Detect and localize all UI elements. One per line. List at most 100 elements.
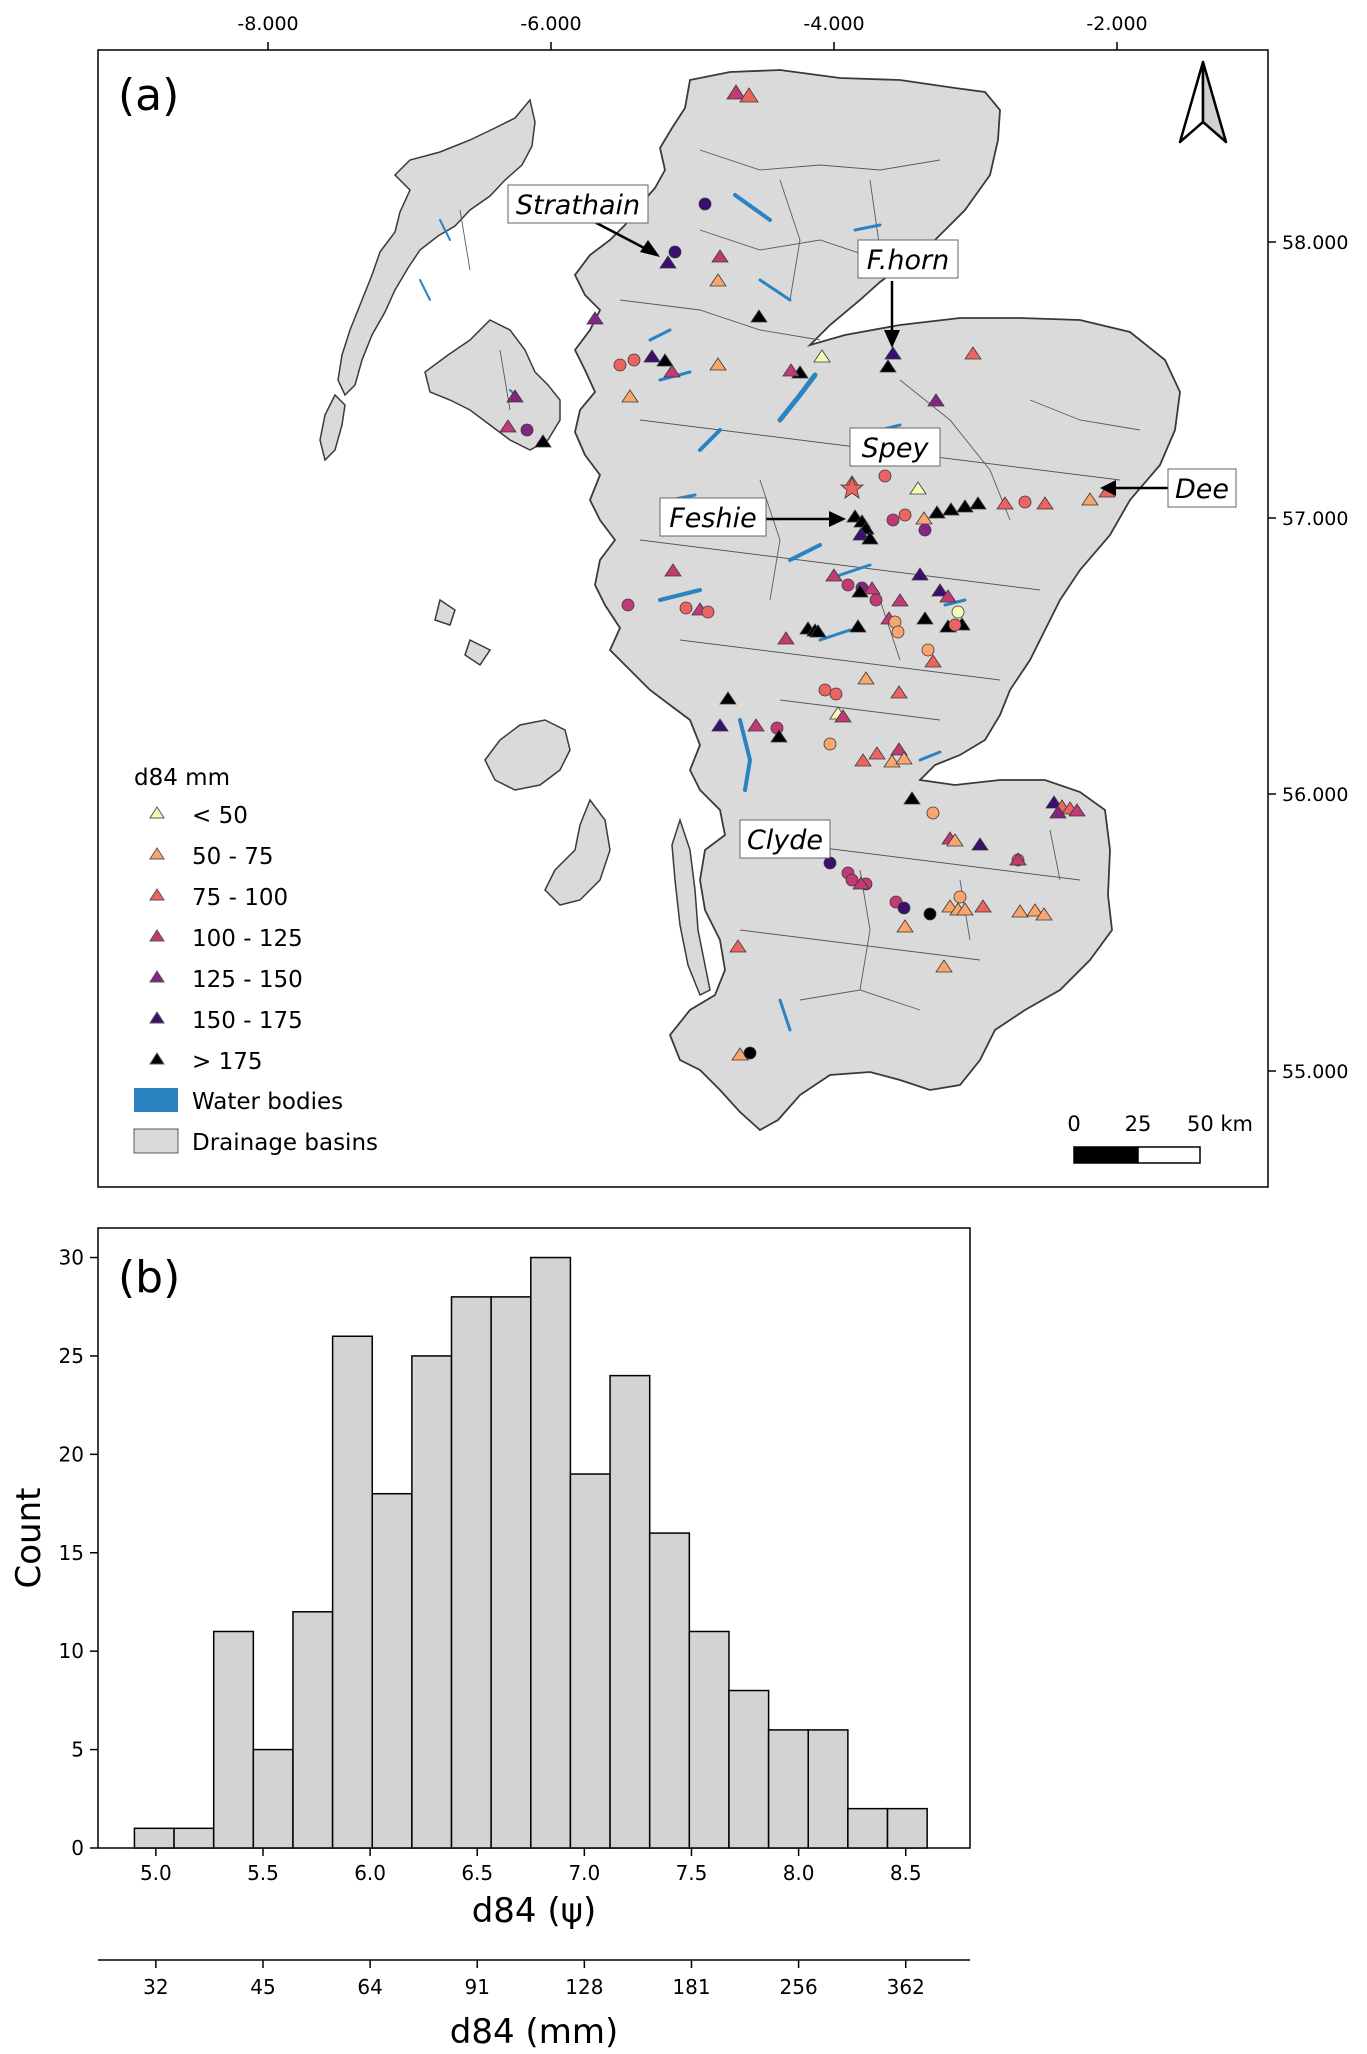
scale-bar: 0 25 50 km — [1067, 1112, 1253, 1164]
callout-box-clyde — [739, 819, 831, 859]
site-triangle — [1081, 492, 1099, 506]
site-circle — [869, 593, 883, 607]
site-triangle — [1068, 803, 1086, 817]
histogram-bar — [847, 1807, 889, 1849]
y-tick-label: 5 — [71, 1738, 84, 1762]
callout-fhorn: F.horn — [867, 245, 949, 276]
north-arrow — [1178, 60, 1228, 144]
lat-tick-label: 55.000 — [1282, 1061, 1348, 1083]
site-triangle — [924, 654, 942, 668]
callout-strathain: Strathain — [516, 190, 640, 221]
site-triangle — [643, 349, 661, 363]
histogram-bar — [609, 1374, 651, 1849]
site-triangle — [911, 567, 929, 581]
y-tick-label: 25 — [59, 1344, 84, 1368]
site-triangle — [1036, 496, 1054, 510]
histogram-bar — [252, 1748, 294, 1849]
site-triangle — [747, 718, 765, 732]
site-triangle — [851, 584, 869, 598]
site-triangle — [964, 346, 982, 360]
site-triangle — [942, 502, 960, 516]
site-triangle — [726, 84, 746, 100]
callout-box-fhorn — [857, 239, 959, 279]
site-circle — [818, 683, 832, 697]
site-triangle — [1045, 795, 1063, 809]
water-bodies — [419, 193, 967, 1032]
y-tick-label: 20 — [59, 1442, 84, 1466]
histogram-bar — [490, 1296, 532, 1849]
mm-tick-label: 32 — [143, 1975, 168, 1999]
site-triangle — [1026, 903, 1044, 917]
legend-marker — [149, 806, 165, 819]
callout-arrowheads — [640, 240, 1116, 527]
lon-tick-label: -4.000 — [803, 13, 864, 35]
skye-landmass — [424, 319, 561, 451]
panel-b-label: (b) — [118, 1252, 180, 1303]
site-triangle — [931, 583, 949, 597]
site-triangle — [656, 353, 674, 367]
site-triangle — [854, 753, 872, 767]
site-triangle — [884, 346, 902, 360]
callout-spey: Spey — [862, 433, 930, 464]
site-triangle — [709, 357, 727, 371]
site-triangle — [659, 255, 677, 269]
site-triangle — [863, 581, 881, 595]
map-panel: Strathain F.horn Spey Feshie Dee Clyde (… — [97, 13, 1348, 1188]
lat-tick-label: 58.000 — [1282, 232, 1348, 254]
site-circle — [948, 618, 962, 632]
site-triangle — [750, 309, 768, 323]
legend-marker — [149, 929, 165, 942]
site-triangle — [663, 364, 681, 378]
site-circle — [701, 605, 715, 619]
site-triangle — [861, 531, 879, 545]
lat-axis: 58.000 57.000 56.000 55.000 — [1268, 232, 1348, 1083]
lat-tick-label: 56.000 — [1282, 784, 1348, 806]
histogram-bar — [807, 1729, 849, 1849]
site-triangle — [1009, 852, 1027, 866]
site-circle — [520, 423, 534, 437]
legend-item-label: > 175 — [192, 1049, 262, 1075]
x-tick-label: 5.5 — [247, 1861, 279, 1885]
site-circle — [845, 873, 859, 887]
histogram-bar — [133, 1827, 175, 1849]
legend-marker — [149, 888, 165, 901]
legend-marker — [149, 1052, 165, 1065]
site-triangle — [946, 833, 964, 847]
site-triangle — [499, 419, 517, 433]
legend-water-swatch — [134, 1088, 178, 1112]
site-triangle — [857, 671, 875, 685]
site-circle — [743, 1046, 757, 1060]
site-triangle — [939, 589, 957, 603]
mm-axis-ticks: 32 45 64 91 128 181 256 362 — [143, 1960, 925, 1999]
site-triangle — [739, 87, 759, 103]
site-triangle — [1035, 907, 1053, 921]
y-tick-label: 30 — [59, 1246, 84, 1270]
site-triangle — [621, 389, 639, 403]
x-tick-label: 8.5 — [890, 1861, 922, 1885]
site-triangle — [1011, 904, 1029, 918]
legend-basin-swatch — [133, 1128, 179, 1154]
site-triangle — [916, 611, 934, 625]
y-tick-label: 10 — [59, 1639, 84, 1663]
site-circle — [897, 901, 911, 915]
site-triangle — [927, 393, 945, 407]
x-tick-label: 8.0 — [783, 1861, 815, 1885]
histogram-bar — [688, 1630, 730, 1849]
site-triangle — [928, 505, 946, 519]
mm-tick-label: 256 — [780, 1975, 818, 1999]
site-triangle — [974, 899, 992, 913]
scale-label: 0 — [1067, 1112, 1080, 1136]
site-circle — [918, 523, 932, 537]
histogram-bar — [530, 1256, 572, 1849]
kintyre-landmass — [671, 817, 711, 997]
histogram-panel: 0 5 10 15 20 25 30 5.0 5.5 6.0 6.5 7.0 7.5 8.0 8.5 32… — [9, 1227, 971, 2052]
histogram-bar — [292, 1611, 334, 1849]
lon-tick-label: -8.000 — [237, 13, 298, 35]
histogram-bar — [173, 1827, 215, 1849]
site-circle — [898, 508, 912, 522]
x-tick-label: 5.0 — [140, 1861, 172, 1885]
site-triangle — [996, 496, 1014, 510]
site-triangle — [879, 359, 897, 373]
site-circle — [829, 687, 843, 701]
